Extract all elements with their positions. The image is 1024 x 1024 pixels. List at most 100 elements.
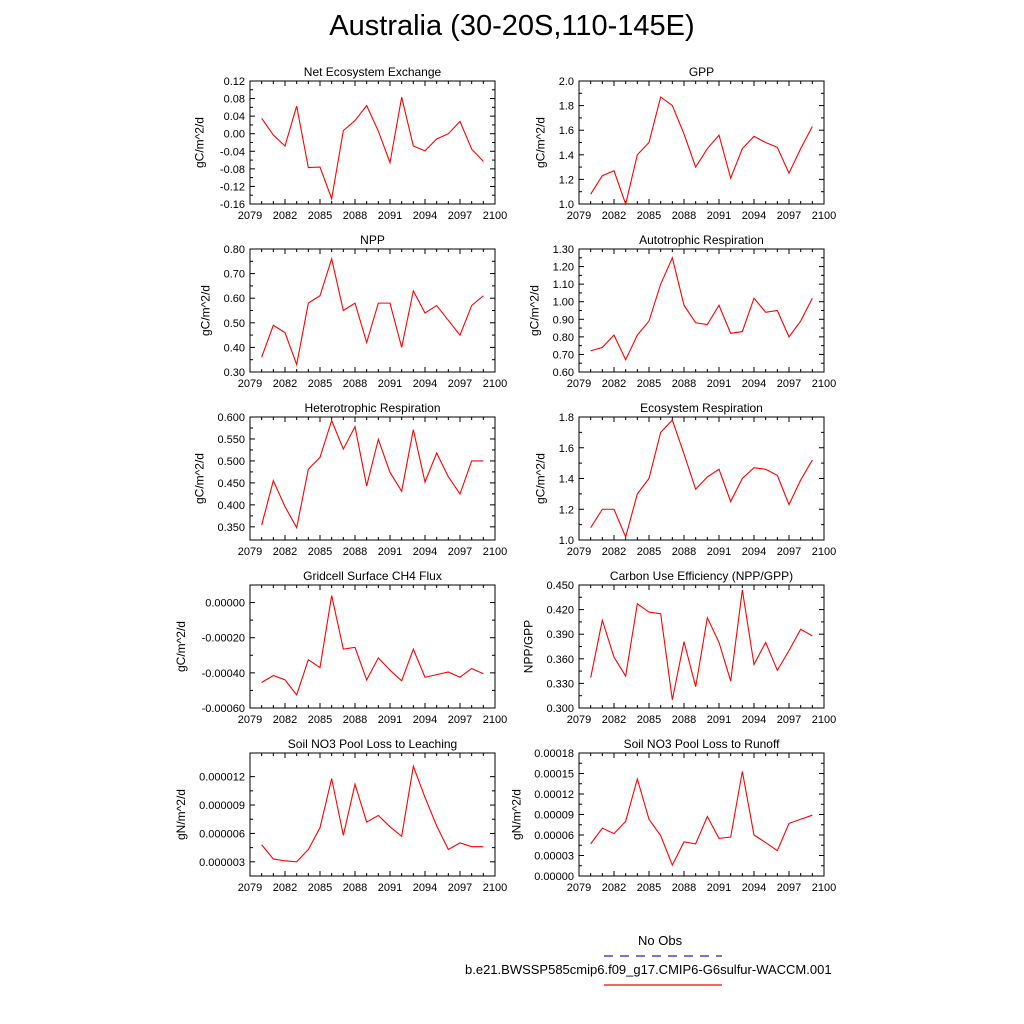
panel-2-ytick-label: 1.0 (559, 199, 574, 211)
panel-8-xtick-label: 2097 (777, 714, 801, 726)
panel-8-frame (578, 584, 825, 709)
panel-4-xtick-label: 2082 (602, 378, 626, 390)
panel-4-ytick-label: 0.80 (553, 332, 574, 344)
panel-6-xtick-label: 2088 (672, 546, 696, 558)
panel-2-xtick-label: 2091 (707, 210, 731, 222)
panel-2-title: GPP (689, 65, 714, 79)
panel-8-xtick-label: 2082 (602, 714, 626, 726)
panel-3-series-line (261, 256, 484, 367)
panel-6-xtick-label: 2085 (637, 546, 661, 558)
panel-9-frame (249, 752, 496, 877)
panel-10-ytick-label: 0.00018 (534, 748, 574, 760)
panel-3-ytick-label: 0.30 (224, 367, 245, 379)
panel-4-ytick-label: 0.60 (553, 367, 574, 379)
panel-8-xtick-label: 2100 (812, 714, 836, 726)
panel-10-ytick-label: 0.00015 (534, 769, 574, 781)
panel-1-ytick-label: 0.08 (224, 94, 245, 106)
panel-6-ytick-label: 1.4 (559, 474, 574, 486)
panel-5-xtick-label: 2094 (413, 546, 437, 558)
panel-10-ylabel: gN/m^2/d (509, 789, 523, 840)
panel-7-frame (249, 584, 496, 709)
panel-3-ytick-label: 0.80 (224, 244, 245, 256)
panel-3-xtick-label: 2094 (413, 378, 437, 390)
panel-10-ytick-label: 0.00006 (534, 830, 574, 842)
panel-7-xtick-label: 2091 (378, 714, 402, 726)
panel-2-xtick-label: 2088 (672, 210, 696, 222)
panel-10-ytick-label: 0.00000 (534, 871, 574, 883)
panel-6-series-line (590, 419, 813, 539)
panel-7-title: Gridcell Surface CH4 Flux (303, 569, 442, 583)
panel-5-ylabel: gC/m^2/d (193, 453, 207, 504)
panel-9-xtick-label: 2079 (238, 882, 262, 894)
panel-7-xtick-label: 2100 (483, 714, 507, 726)
panel-4-xtick-label: 2079 (567, 378, 591, 390)
panel-5-ytick-label: 0.550 (217, 434, 245, 446)
panel-1-xtick-label: 2088 (343, 210, 367, 222)
panel-5-xtick-label: 2079 (238, 546, 262, 558)
panel-7-ylabel: gC/m^2/d (174, 621, 188, 672)
panel-2-xtick-label: 2094 (742, 210, 766, 222)
panel-4-xtick-label: 2094 (742, 378, 766, 390)
panel-6-xtick-label: 2082 (602, 546, 626, 558)
panel-3-ytick-label: 0.60 (224, 293, 245, 305)
panel-6-ytick-label: 1.2 (559, 504, 574, 516)
panel-7-series-line (261, 595, 484, 696)
panel-9-xtick-label: 2097 (448, 882, 472, 894)
panel-9-xtick-label: 2094 (413, 882, 437, 894)
panel-4-series-line (590, 256, 813, 361)
panel-1-ytick-label: 0.12 (224, 76, 245, 88)
panel-1-xtick-label: 2100 (483, 210, 507, 222)
panel-1-title: Net Ecosystem Exchange (304, 65, 442, 79)
panel-5-ytick-label: 0.400 (217, 500, 245, 512)
panel-2-ylabel: gC/m^2/d (534, 117, 548, 168)
panel-8-xtick-label: 2091 (707, 714, 731, 726)
panel-3-xtick-label: 2079 (238, 378, 262, 390)
panel-2-ytick-label: 1.8 (559, 101, 574, 113)
panel-2-xtick-label: 2100 (812, 210, 836, 222)
panel-5-title: Heterotrophic Respiration (304, 401, 440, 415)
panel-8-xtick-label: 2094 (742, 714, 766, 726)
panel-3-xtick-label: 2085 (308, 378, 332, 390)
panel-9-xtick-label: 2082 (273, 882, 297, 894)
panel-4-ylabel: gC/m^2/d (528, 285, 542, 336)
panel-2-ytick-label: 1.6 (559, 125, 574, 137)
panel-2-xtick-label: 2085 (637, 210, 661, 222)
panel-9-xtick-label: 2085 (308, 882, 332, 894)
panel-8-ytick-label: 0.450 (546, 580, 574, 592)
panel-5-ytick-label: 0.350 (217, 522, 245, 534)
panel-10-ytick-label: 0.00012 (534, 789, 574, 801)
panel-10-xtick-label: 2100 (812, 882, 836, 894)
panel-10-xtick-label: 2094 (742, 882, 766, 894)
panel-7-ytick-label: -0.00060 (202, 703, 245, 715)
panel-8-xtick-label: 2088 (672, 714, 696, 726)
panel-6-ytick-label: 1.0 (559, 535, 574, 547)
panel-8-xtick-label: 2079 (567, 714, 591, 726)
panel-1-xtick-label: 2082 (273, 210, 297, 222)
panel-4-xtick-label: 2100 (812, 378, 836, 390)
panel-1-ytick-label: 0.00 (224, 129, 245, 141)
panel-6-xtick-label: 2100 (812, 546, 836, 558)
panel-5-xtick-label: 2091 (378, 546, 402, 558)
panel-4-ytick-label: 1.20 (553, 262, 574, 274)
panel-3-frame (249, 248, 496, 373)
panel-4-ytick-label: 1.10 (553, 279, 574, 291)
panel-7-ytick-label: -0.00020 (202, 633, 245, 645)
panel-10-xtick-label: 2082 (602, 882, 626, 894)
panel-1-xtick-label: 2085 (308, 210, 332, 222)
panel-4-ytick-label: 1.00 (553, 297, 574, 309)
panel-6-ytick-label: 1.6 (559, 443, 574, 455)
panel-7-ytick-label: 0.00000 (205, 598, 245, 610)
panel-10-series-line (590, 771, 813, 867)
panel-6-xtick-label: 2091 (707, 546, 731, 558)
panel-3-xtick-label: 2082 (273, 378, 297, 390)
panel-9-ytick-label: 0.000003 (199, 857, 245, 869)
panel-4-xtick-label: 2097 (777, 378, 801, 390)
panel-7-xtick-label: 2079 (238, 714, 262, 726)
panel-2-ytick-label: 2.0 (559, 76, 574, 88)
panel-7-xtick-label: 2088 (343, 714, 367, 726)
panel-8-ytick-label: 0.330 (546, 678, 574, 690)
panel-6-frame (578, 416, 825, 541)
panel-5-frame (249, 416, 496, 541)
panel-4-xtick-label: 2088 (672, 378, 696, 390)
